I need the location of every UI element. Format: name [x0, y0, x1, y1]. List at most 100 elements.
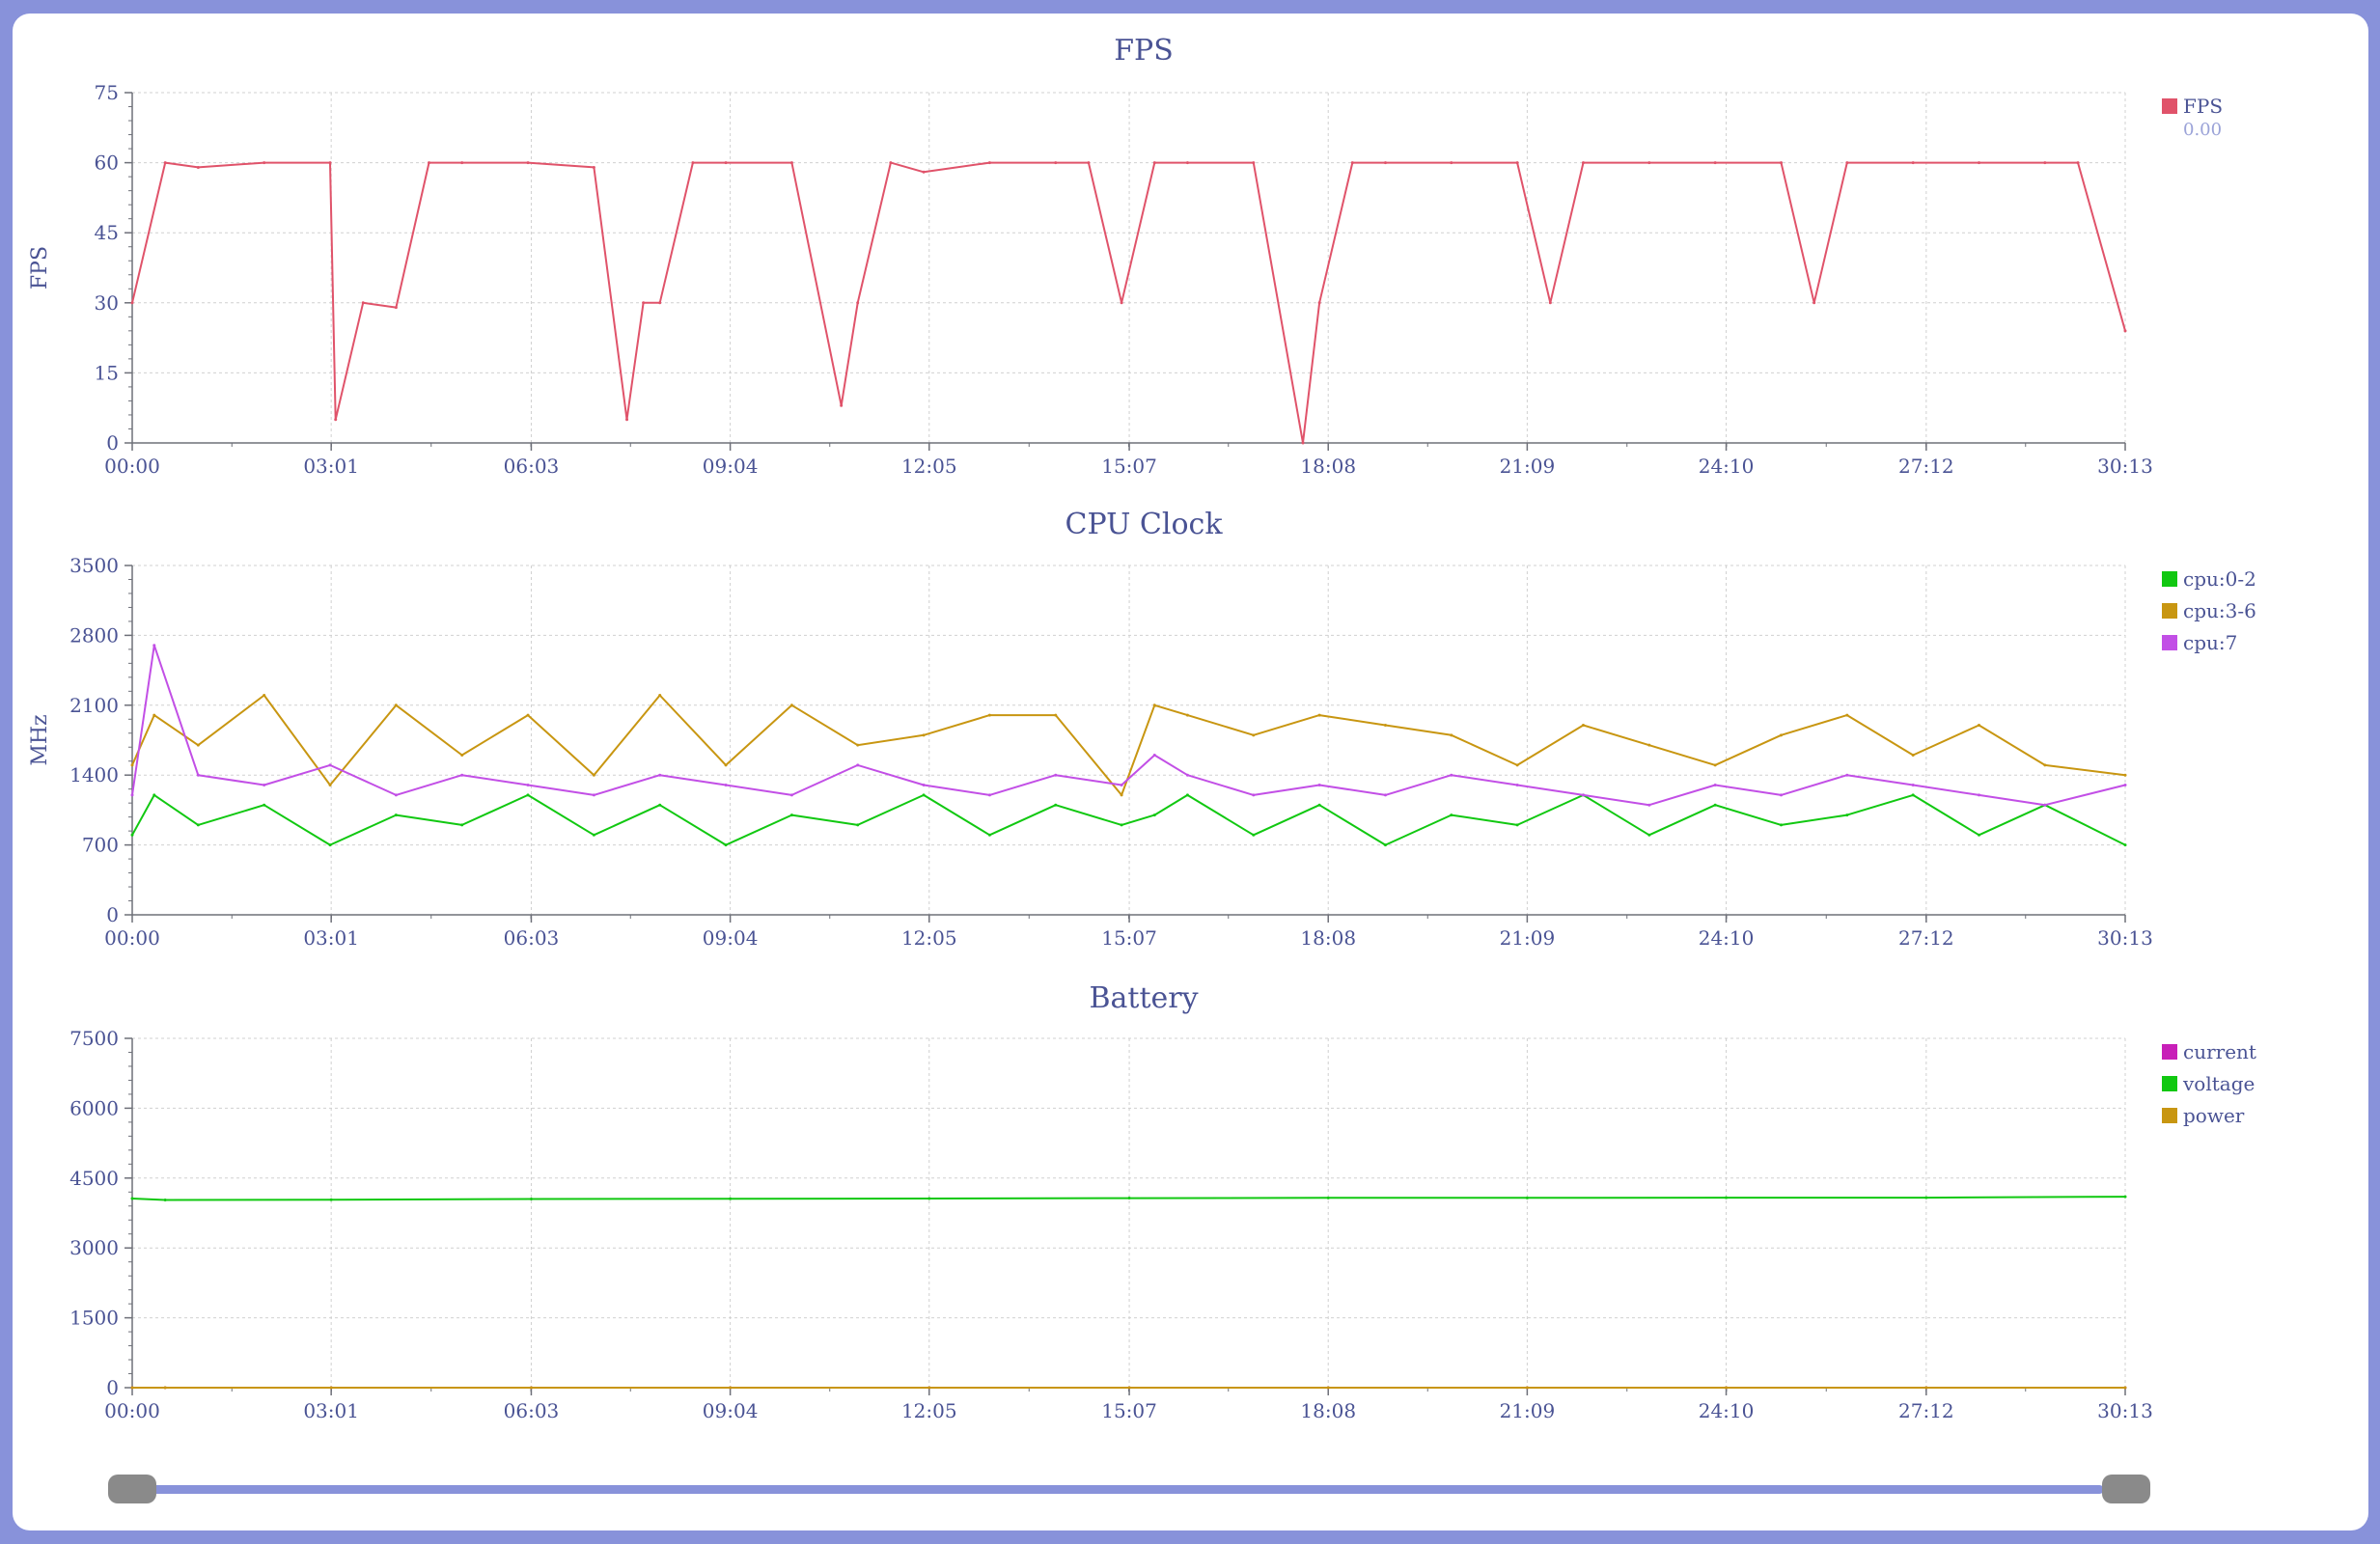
y-tick-label: 0 [106, 1376, 119, 1399]
data-point [927, 1386, 931, 1390]
data-point [1779, 733, 1783, 737]
data-point [840, 403, 844, 407]
x-tick-label: 27:12 [1898, 455, 1954, 478]
data-point [394, 306, 398, 310]
x-tick-label: 06:03 [504, 455, 560, 478]
x-tick-label: 15:07 [1101, 1399, 1157, 1422]
data-point [729, 1197, 733, 1200]
data-point [1450, 733, 1453, 737]
data-point [1185, 773, 1189, 777]
data-point [1450, 161, 1453, 165]
range-start-handle[interactable] [108, 1475, 156, 1503]
legend-swatch [2162, 635, 2177, 650]
data-point [1845, 773, 1849, 777]
data-point [1326, 1386, 1330, 1390]
data-point [329, 1386, 333, 1390]
data-point [1054, 713, 1058, 717]
data-point [724, 161, 728, 165]
data-point [529, 1386, 533, 1390]
data-point [1713, 803, 1717, 807]
data-point [196, 823, 200, 827]
x-tick-label: 06:03 [504, 1399, 560, 1422]
range-end-handle[interactable] [2102, 1475, 2150, 1503]
data-point [1350, 161, 1354, 165]
data-point [1252, 733, 1256, 737]
data-point [196, 773, 200, 777]
data-point [1054, 803, 1058, 807]
data-point [1911, 793, 1915, 797]
data-point [152, 793, 156, 797]
data-point [263, 803, 266, 807]
data-point [1317, 803, 1321, 807]
data-point [856, 301, 860, 305]
legend-label: FPS [2183, 95, 2223, 118]
data-point [163, 161, 167, 165]
legend-swatch [2162, 1044, 2177, 1060]
x-tick-label: 21:09 [1500, 455, 1556, 478]
data-point [1087, 161, 1091, 165]
data-point [2043, 161, 2047, 165]
y-tick-label: 45 [95, 221, 119, 244]
data-point [658, 803, 662, 807]
data-point [856, 743, 860, 747]
data-point [1054, 161, 1058, 165]
data-point [1127, 1386, 1131, 1390]
data-point [724, 843, 728, 847]
x-tick-label: 24:10 [1699, 926, 1755, 950]
data-point [1252, 161, 1256, 165]
data-point [922, 170, 926, 174]
x-tick-label: 03:01 [303, 926, 359, 950]
data-point [987, 793, 991, 797]
time-range-track[interactable] [132, 1485, 2104, 1494]
data-point [987, 713, 991, 717]
data-point [658, 693, 662, 697]
data-point [1924, 1196, 1928, 1199]
chart-title: CPU Clock [1065, 508, 1223, 541]
x-tick-label: 12:05 [901, 926, 957, 950]
data-point [1813, 301, 1816, 305]
data-point [1647, 803, 1651, 807]
y-tick-label: 6000 [69, 1096, 119, 1119]
y-tick-label: 700 [82, 834, 119, 857]
data-point [1978, 833, 1981, 837]
data-point [163, 1386, 167, 1390]
y-tick-label: 3000 [69, 1236, 119, 1259]
data-point [329, 1198, 333, 1201]
data-point [1383, 723, 1387, 727]
data-point [789, 813, 793, 817]
y-axis-label: MHz [28, 714, 52, 765]
data-point [1779, 793, 1783, 797]
data-point [658, 773, 662, 777]
data-point [1054, 773, 1058, 777]
data-point [1120, 823, 1123, 827]
legend-label: current [2183, 1040, 2256, 1063]
y-tick-label: 15 [95, 361, 119, 384]
data-point [1978, 161, 1981, 165]
legend-swatch [2162, 98, 2177, 114]
data-point [1317, 301, 1321, 305]
data-point [1713, 763, 1717, 767]
data-point [163, 1198, 167, 1201]
data-point [1779, 823, 1783, 827]
data-point [334, 418, 338, 422]
data-point [130, 1197, 134, 1200]
x-tick-label: 30:13 [2097, 926, 2153, 950]
chart-title: Battery [1089, 981, 1198, 1015]
data-point [1515, 823, 1519, 827]
data-point [1911, 754, 1915, 758]
legend-swatch [2162, 1076, 2177, 1091]
data-point [263, 693, 266, 697]
x-tick-label: 18:08 [1300, 455, 1356, 478]
data-point [1450, 773, 1453, 777]
data-point [130, 833, 134, 837]
data-point [394, 793, 398, 797]
x-tick-label: 27:12 [1898, 926, 1954, 950]
data-point [1383, 161, 1387, 165]
data-point [1725, 1196, 1729, 1199]
y-tick-label: 1500 [69, 1307, 119, 1330]
data-point [1301, 441, 1305, 445]
data-point [2043, 803, 2047, 807]
data-point [328, 784, 332, 787]
x-tick-label: 30:13 [2097, 455, 2153, 478]
data-point [1152, 754, 1156, 758]
